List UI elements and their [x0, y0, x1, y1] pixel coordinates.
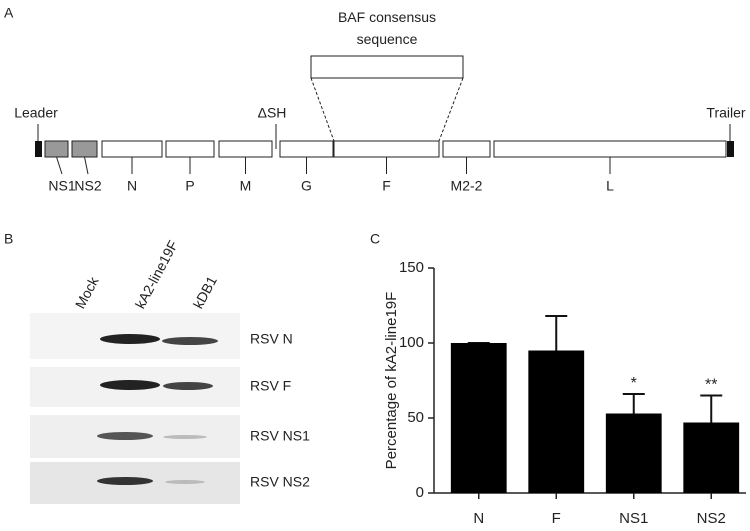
gene-box: [44, 140, 69, 158]
y-tick-label: 100: [399, 334, 424, 351]
bar: [605, 413, 662, 493]
row-label: RSV F: [250, 378, 291, 394]
dashed-connector: [438, 77, 464, 142]
leader-label: Leader: [14, 105, 58, 121]
blot-band: [97, 432, 153, 440]
blot-band: [100, 334, 160, 344]
lane-label: kDB1: [190, 273, 220, 311]
lane-label: kA2-line19F: [132, 238, 181, 311]
y-tick-label: 150: [399, 259, 424, 276]
blot-band: [165, 480, 205, 484]
x-tick-label: F: [552, 510, 561, 527]
gene-label: L: [606, 178, 614, 194]
bar: [683, 422, 740, 493]
gene-label: G: [301, 178, 312, 194]
gene-label: M: [240, 178, 252, 194]
trailer-label: Trailer: [706, 105, 745, 121]
trailer-box: [727, 141, 734, 157]
gene-tick: [84, 156, 89, 175]
lane-label: Mock: [72, 273, 102, 311]
dashed-connector: [310, 77, 335, 142]
gene-box: [165, 140, 215, 158]
panel-label: C: [370, 231, 380, 247]
leader-box: [35, 141, 42, 157]
x-tick-label: NS2: [697, 510, 726, 527]
gene-label: NS1: [48, 178, 75, 194]
baf-box: [310, 55, 464, 79]
gene-box: [442, 140, 491, 158]
blot-band: [163, 382, 213, 390]
panel-label: A: [4, 5, 14, 21]
gene-label: N: [127, 178, 137, 194]
gene-box: [71, 140, 98, 158]
row-label: RSV N: [250, 331, 293, 347]
baf-label: BAF consensus sequence: [337, 9, 437, 47]
x-tick-label: NS1: [619, 510, 648, 527]
row-label: RSV NS2: [250, 474, 310, 490]
row-label: RSV NS1: [250, 428, 310, 444]
gene-label: P: [185, 178, 194, 194]
panel-label: B: [4, 231, 13, 247]
gene-label: F: [382, 178, 391, 194]
y-axis-label: Percentage of kA2-line19F: [383, 292, 400, 470]
gene-box: [493, 140, 727, 158]
gene-label: NS2: [74, 178, 101, 194]
y-tick-label: 50: [407, 409, 424, 426]
deletion-label: ΔSH: [258, 105, 287, 121]
significance: **: [705, 377, 717, 394]
gene-box: [101, 140, 163, 158]
blot-band: [162, 337, 218, 345]
gene-box: [333, 140, 440, 158]
gene-box: [218, 140, 273, 158]
blot-band: [100, 380, 160, 390]
gene-tick: [56, 156, 63, 175]
bar: [528, 350, 585, 493]
y-tick-label: 0: [416, 484, 424, 501]
significance: *: [631, 375, 637, 392]
blot-band: [163, 435, 207, 439]
gene-box: [279, 140, 334, 158]
blot-band: [97, 477, 153, 485]
x-tick-label: N: [473, 510, 484, 527]
gene-label: M2-2: [451, 178, 483, 194]
bar: [450, 343, 507, 493]
